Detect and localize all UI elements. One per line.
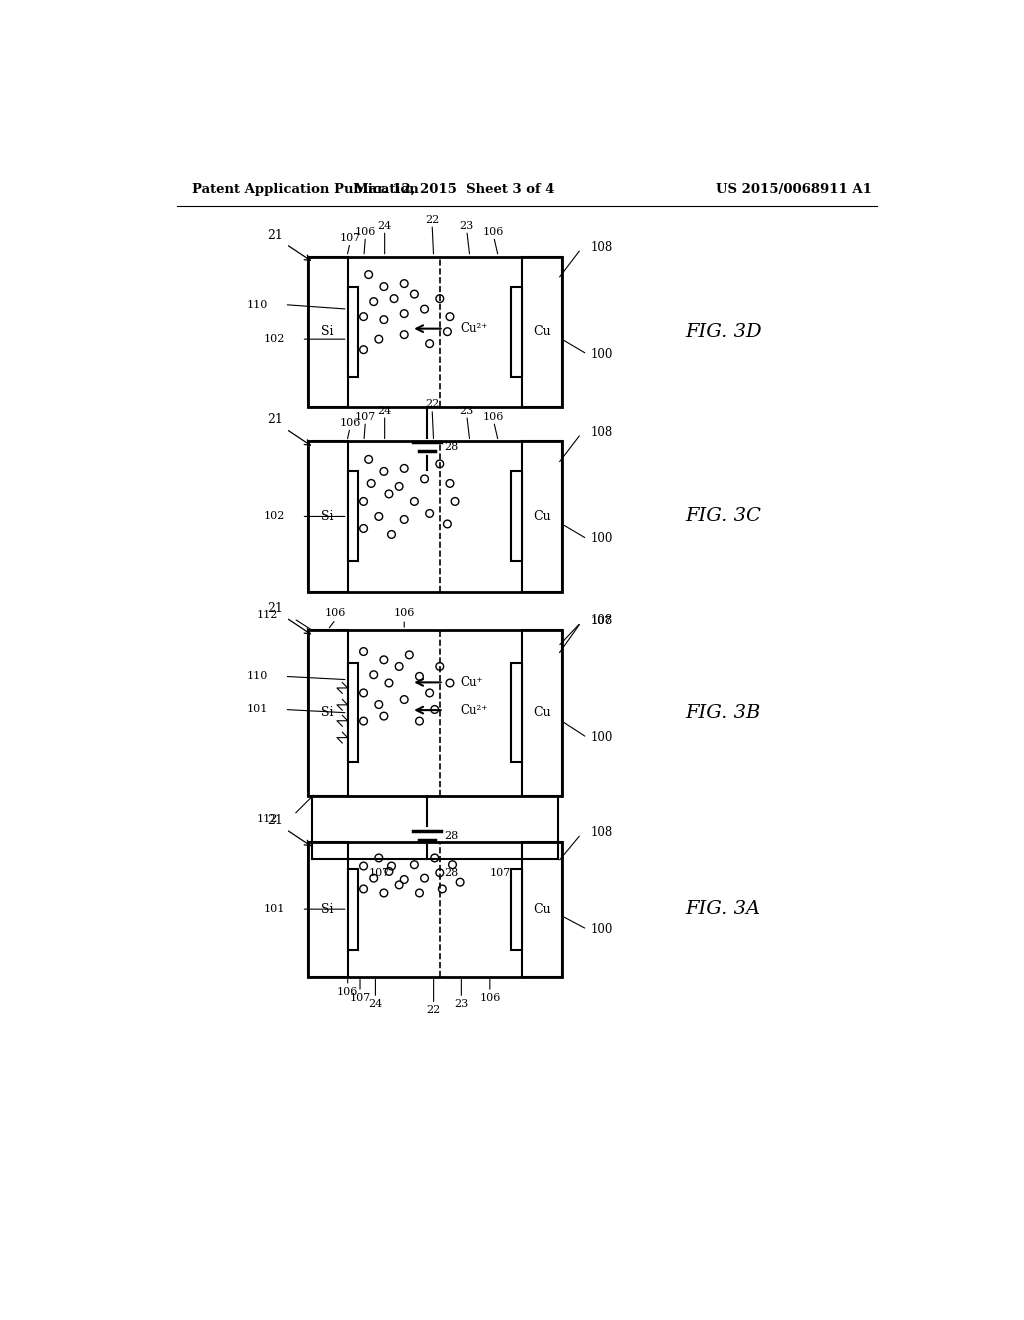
Text: 106: 106 xyxy=(483,227,505,236)
Bar xyxy=(521,256,562,407)
Text: 108: 108 xyxy=(591,614,613,627)
Text: Si: Si xyxy=(322,510,334,523)
Text: 24: 24 xyxy=(378,405,392,416)
Text: 107: 107 xyxy=(339,234,360,243)
Text: 101: 101 xyxy=(263,904,285,915)
Bar xyxy=(307,630,348,796)
Text: FIG. 3B: FIG. 3B xyxy=(685,704,761,722)
Text: 28: 28 xyxy=(444,867,458,878)
Text: Cu²⁺: Cu²⁺ xyxy=(461,322,488,335)
Text: 23: 23 xyxy=(460,220,474,231)
Bar xyxy=(521,842,562,977)
Text: Cu: Cu xyxy=(532,325,551,338)
Text: 22: 22 xyxy=(427,1006,440,1015)
Text: 106: 106 xyxy=(479,993,501,1003)
Text: Cu: Cu xyxy=(532,903,551,916)
Text: US 2015/0068911 A1: US 2015/0068911 A1 xyxy=(716,182,871,195)
Text: 112: 112 xyxy=(257,813,279,824)
Text: Cu: Cu xyxy=(532,706,551,719)
Bar xyxy=(307,842,562,977)
Text: 100: 100 xyxy=(591,347,613,360)
Text: Cu²⁺: Cu²⁺ xyxy=(461,704,488,717)
Text: 102: 102 xyxy=(263,511,285,521)
Text: Cu: Cu xyxy=(532,510,551,523)
Text: 107: 107 xyxy=(349,993,371,1003)
Text: 106: 106 xyxy=(339,418,360,428)
Text: 21: 21 xyxy=(267,413,284,426)
Text: 107: 107 xyxy=(369,867,390,878)
Text: 28: 28 xyxy=(444,442,458,451)
Bar xyxy=(521,630,562,796)
Bar xyxy=(348,471,358,561)
Text: 22: 22 xyxy=(425,400,439,409)
Bar xyxy=(307,441,348,591)
Text: 108: 108 xyxy=(591,240,613,253)
Bar xyxy=(307,256,562,407)
Text: 28: 28 xyxy=(444,830,458,841)
Text: 107: 107 xyxy=(591,616,612,626)
Bar xyxy=(521,441,562,591)
Text: Mar. 12, 2015  Sheet 3 of 4: Mar. 12, 2015 Sheet 3 of 4 xyxy=(353,182,554,195)
Bar xyxy=(307,256,348,407)
Text: 24: 24 xyxy=(369,999,383,1010)
Text: 101: 101 xyxy=(246,705,267,714)
Text: 110: 110 xyxy=(246,672,267,681)
Text: Si: Si xyxy=(322,325,334,338)
Bar xyxy=(511,869,521,949)
Bar xyxy=(511,663,521,763)
Text: 106: 106 xyxy=(354,227,376,236)
Text: Patent Application Publication: Patent Application Publication xyxy=(193,182,419,195)
Text: 21: 21 xyxy=(267,228,284,242)
Bar xyxy=(348,286,358,376)
Text: 100: 100 xyxy=(591,923,613,936)
Text: 108: 108 xyxy=(591,826,613,840)
Text: 108: 108 xyxy=(591,425,613,438)
Text: 24: 24 xyxy=(378,220,392,231)
Bar xyxy=(348,663,358,763)
Text: 112: 112 xyxy=(257,610,279,619)
Text: FIG. 3D: FIG. 3D xyxy=(685,322,762,341)
Text: 106: 106 xyxy=(325,609,346,618)
Text: Si: Si xyxy=(322,706,334,719)
Bar xyxy=(307,842,348,977)
Text: 22: 22 xyxy=(425,215,439,224)
Text: 21: 21 xyxy=(267,602,284,615)
Text: 102: 102 xyxy=(263,334,285,345)
Text: 100: 100 xyxy=(591,532,613,545)
Text: 23: 23 xyxy=(455,999,468,1010)
Bar xyxy=(307,441,562,591)
Text: 106: 106 xyxy=(337,987,358,997)
Text: 23: 23 xyxy=(460,405,474,416)
Text: 110: 110 xyxy=(246,300,267,310)
Bar xyxy=(348,869,358,949)
Text: 107: 107 xyxy=(489,867,511,878)
Bar xyxy=(511,286,521,376)
Text: 106: 106 xyxy=(483,412,505,421)
Text: FIG. 3C: FIG. 3C xyxy=(685,507,761,525)
Bar xyxy=(511,471,521,561)
Text: 21: 21 xyxy=(267,813,284,826)
Text: FIG. 3A: FIG. 3A xyxy=(685,900,760,919)
Text: Cu⁺: Cu⁺ xyxy=(461,676,483,689)
Text: Si: Si xyxy=(322,903,334,916)
Text: 100: 100 xyxy=(591,731,613,744)
Text: 106: 106 xyxy=(393,609,415,618)
Bar xyxy=(307,630,562,796)
Text: 107: 107 xyxy=(354,412,376,421)
